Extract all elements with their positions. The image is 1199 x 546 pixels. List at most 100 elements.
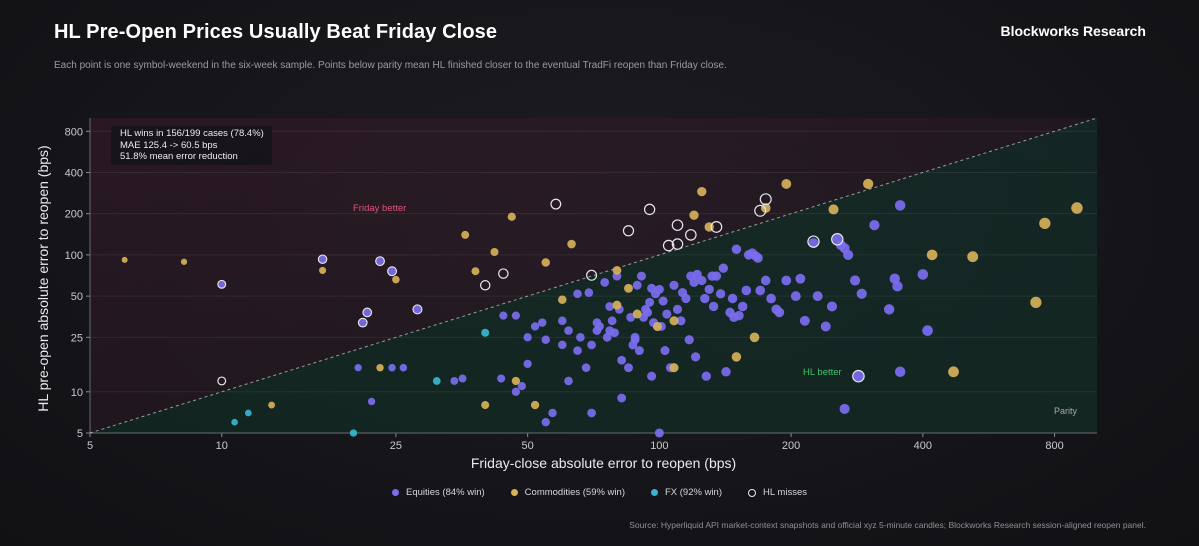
equities-point: [917, 269, 929, 280]
hl-miss-ring: [831, 233, 844, 246]
equities-point: [376, 257, 384, 265]
equities-point: [511, 387, 520, 396]
equities-point: [587, 340, 596, 350]
commodities-point: [481, 401, 490, 410]
commodities-point: [828, 204, 839, 215]
commodities-point: [392, 275, 400, 284]
equities-point: [354, 364, 362, 372]
equities-point: [602, 332, 612, 342]
commodities-point: [268, 401, 276, 409]
equities-point: [774, 307, 785, 318]
hl-miss-ring: [387, 266, 398, 277]
chart-regions: [90, 118, 1097, 433]
commodities-point: [948, 366, 959, 378]
commodities-point: [669, 316, 679, 326]
equities-point: [388, 267, 396, 275]
chart-legend: Equities (84% win) Commodities (59% win)…: [0, 487, 1199, 498]
hl-better-label: HL better: [803, 367, 842, 378]
equities-point: [849, 275, 861, 286]
equities-point: [573, 289, 582, 299]
commodities-point: [863, 178, 874, 190]
hl-miss-ring: [662, 239, 675, 252]
equities-point: [701, 371, 711, 381]
equities-swatch: [392, 489, 399, 496]
chart-axes: 5 10 25 50 100 200 400 800 5 10 25 50 100 200 400 800: [65, 117, 1098, 452]
equities-point: [587, 408, 596, 418]
hl-miss-ring: [852, 369, 865, 383]
legend-fx-label: FX (92% win): [664, 487, 722, 498]
commodities-point: [760, 203, 771, 213]
fx-point: [481, 328, 490, 337]
hl-miss-ring: [622, 225, 635, 237]
equities-point: [820, 321, 831, 332]
hl-miss-ring: [754, 204, 767, 217]
parity-line: [89, 117, 1098, 434]
equities-point: [363, 308, 371, 317]
equities-point: [894, 200, 906, 211]
equities-point: [658, 296, 668, 306]
equities-point: [883, 304, 895, 315]
friday-better-label: Friday better: [353, 203, 406, 214]
fx-point: [349, 429, 358, 437]
equities-point: [856, 288, 867, 299]
equities-point: [499, 311, 508, 320]
equities-point: [843, 249, 854, 260]
equities-point: [367, 397, 376, 406]
equities-point: [523, 359, 532, 368]
y-tick-label: 5: [77, 428, 83, 440]
equities-point: [413, 305, 422, 314]
equities-point: [839, 403, 850, 414]
equities-point: [541, 335, 550, 344]
y-tick-label: 10: [71, 387, 83, 399]
source-note: Source: Hyperliquid API market-context s…: [629, 520, 1146, 530]
equities-point: [753, 253, 763, 263]
commodities-point: [490, 247, 499, 257]
equities-point: [634, 346, 644, 356]
parity-label: Parity: [1054, 406, 1078, 416]
chart-points: [121, 178, 1083, 438]
x-tick-label: 25: [390, 440, 402, 452]
fx-point: [244, 409, 252, 417]
equities-point: [564, 326, 573, 335]
equities-point: [592, 318, 602, 327]
equities-point: [690, 352, 701, 362]
equities-point: [636, 271, 646, 281]
hl-miss-ring: [807, 235, 820, 248]
equities-point: [632, 280, 642, 290]
hl-miss-ring: [375, 256, 385, 267]
hl-miss-ring: [759, 193, 772, 206]
hl-miss-ring: [479, 280, 491, 291]
equities-point: [853, 371, 864, 382]
x-tick-label: 100: [650, 440, 668, 452]
equities-point: [654, 284, 664, 294]
x-tick-label: 50: [522, 440, 534, 452]
equities-point: [676, 316, 686, 326]
hl-miss-ring: [362, 307, 373, 318]
equities-point: [654, 428, 664, 438]
equities-point: [812, 291, 823, 302]
commodities-point: [471, 267, 480, 276]
equities-point: [359, 318, 367, 327]
legend-commodities-label: Commodities (59% win): [524, 487, 625, 498]
commodities-point: [689, 210, 699, 220]
hl-miss-ring: [671, 238, 684, 250]
commodities-point: [612, 300, 622, 310]
commodities-point: [180, 258, 188, 265]
equities-point: [741, 285, 752, 296]
x-tick-label: 800: [1045, 440, 1063, 452]
equities-point: [548, 408, 557, 418]
equities-point: [708, 301, 719, 312]
commodities-point: [632, 309, 642, 319]
hl-miss-ring: [412, 304, 423, 315]
equities-point: [704, 284, 714, 295]
commodities-point: [1071, 202, 1083, 214]
fx-point: [432, 377, 441, 385]
equities-point: [799, 315, 810, 326]
hl-miss-ring: [217, 279, 227, 289]
commodities-point: [624, 283, 633, 293]
equities-point: [892, 281, 903, 292]
equities-point: [781, 275, 792, 286]
equities-point: [681, 293, 691, 304]
y-tick-label: 50: [71, 291, 83, 303]
legend-misses: HL misses: [748, 487, 807, 498]
